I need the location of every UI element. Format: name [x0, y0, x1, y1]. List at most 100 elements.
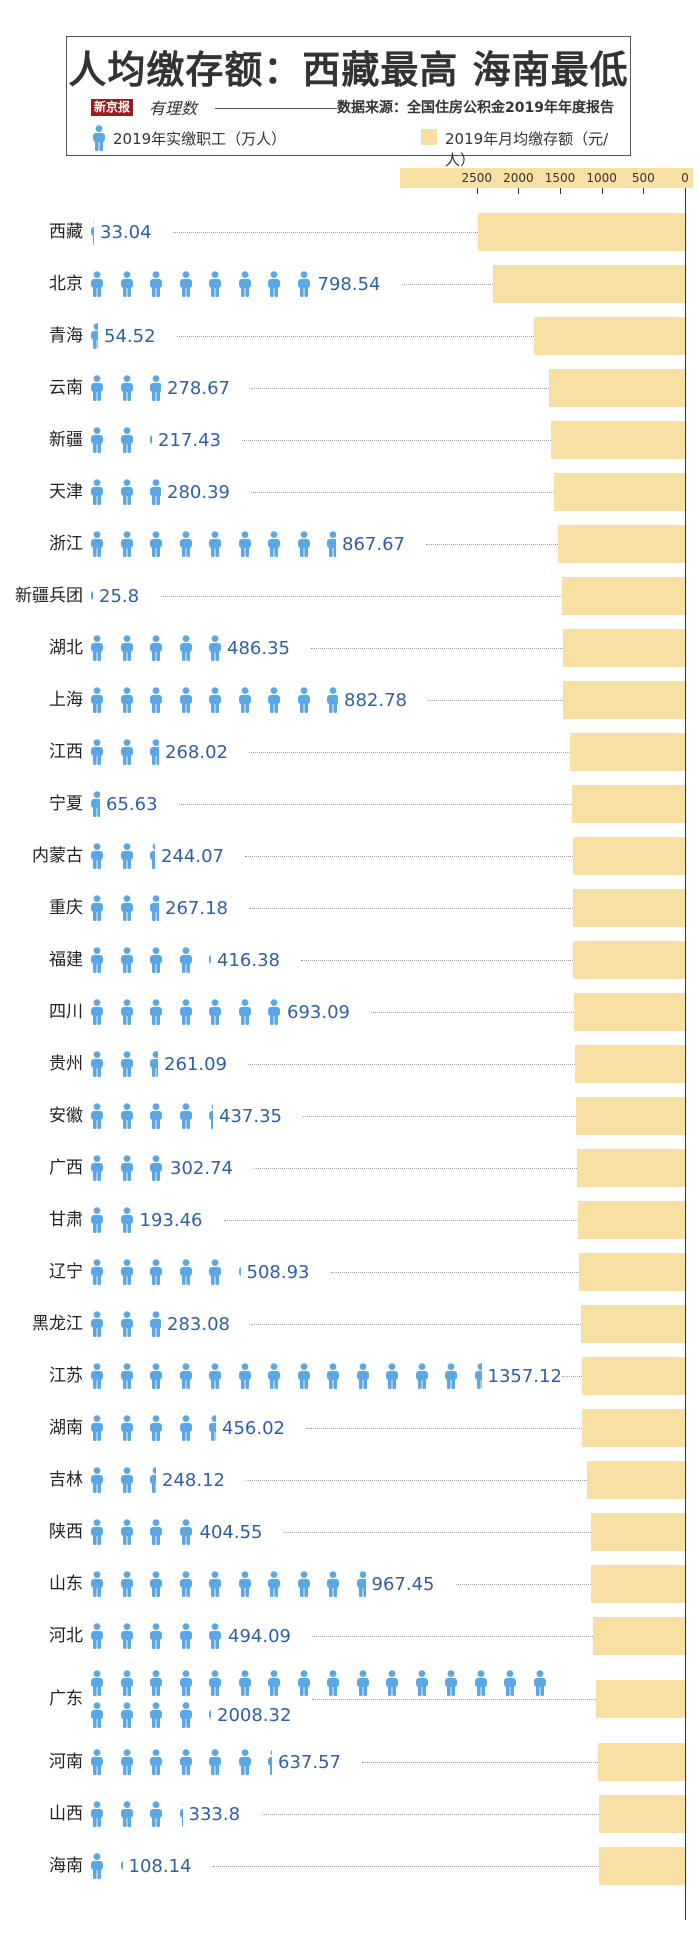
person-icon [119, 895, 135, 925]
region-label: 新疆兵团 [15, 586, 83, 606]
person-icon [266, 1670, 282, 1700]
workers-value: 25.8 [99, 586, 140, 607]
person-icon [237, 531, 253, 561]
person-icon [119, 1155, 135, 1185]
region-label: 辽宁 [49, 1262, 83, 1282]
person-icon [473, 1363, 487, 1393]
person-icon [119, 1363, 135, 1393]
person-icon [89, 947, 105, 977]
region-label: 吉林 [49, 1470, 83, 1490]
chart-row: 浙江 867.67 [0, 518, 698, 570]
person-icon [148, 687, 164, 717]
leader-dots [245, 856, 573, 857]
region-label: 江西 [49, 742, 83, 762]
person-icon [89, 323, 103, 353]
leader-dots [306, 1428, 582, 1429]
person-icon [532, 1670, 548, 1700]
region-label: 四川 [49, 1002, 83, 1022]
person-icon [148, 1702, 164, 1732]
person-icon [178, 1571, 194, 1601]
person-icon [266, 687, 282, 717]
leader-dots [455, 1584, 591, 1585]
person-icon [237, 999, 253, 1029]
chart-row: 西藏 33.04 [0, 206, 698, 258]
person-icon [89, 999, 105, 1029]
deposit-bar [549, 369, 685, 407]
person-icon [119, 1749, 135, 1779]
person-icon [237, 687, 253, 717]
person-icon [178, 1670, 194, 1700]
workers-value: 333.8 [188, 1804, 241, 1825]
person-icon [178, 1103, 194, 1133]
x-tick-mark [685, 188, 686, 194]
person-icon [443, 1363, 459, 1393]
leader-dots [254, 1168, 577, 1169]
person-icon [237, 1571, 253, 1601]
person-icon [207, 1415, 221, 1445]
chart-row: 陕西 404.55 [0, 1506, 698, 1558]
workers-value: 693.09 [287, 1002, 350, 1023]
leader-dots [251, 492, 555, 493]
data-source: 数据来源：全国住房公积金2019年年度报告 [337, 100, 614, 116]
workers-value: 278.67 [167, 378, 230, 399]
person-icon [266, 999, 281, 1029]
region-label: 天津 [49, 482, 83, 502]
leader-dots [242, 440, 551, 441]
leader-dots [362, 1762, 598, 1763]
deposit-bar [576, 1149, 685, 1187]
deposit-bar [570, 733, 685, 771]
person-icon [207, 635, 221, 665]
logo-source-row: 新京报 有理数 数据来源：全国住房公积金2019年年度报告 [91, 97, 620, 119]
person-icon [148, 479, 162, 509]
workers-value: 494.09 [228, 1626, 291, 1647]
chart-row: 山东 967.45 [0, 1558, 698, 1610]
leader-dots [223, 1220, 578, 1221]
workers-value: 486.35 [227, 638, 290, 659]
person-icon [207, 999, 223, 1029]
deposit-bar [572, 889, 685, 927]
leader-dots [561, 1376, 582, 1377]
deposit-bar [574, 993, 685, 1031]
region-label: 浙江 [49, 534, 83, 554]
person-icon [178, 1363, 194, 1393]
person-icon [266, 531, 282, 561]
chart-row: 海南 108.14 [0, 1840, 698, 1892]
leader-dots [249, 908, 573, 909]
person-icon [207, 271, 223, 301]
person-icon [89, 1051, 105, 1081]
region-label: 广西 [49, 1158, 83, 1178]
person-icon [473, 1670, 489, 1700]
person-icon [178, 531, 194, 561]
leader-dots [251, 388, 550, 389]
deposit-bar [579, 1253, 685, 1291]
person-icon [502, 1670, 518, 1700]
region-label: 内蒙古 [32, 846, 83, 866]
workers-value: 283.08 [167, 1314, 230, 1335]
person-icon [119, 1207, 134, 1237]
deposit-bar [492, 265, 685, 303]
chart-row: 江苏 1357.12 [0, 1350, 698, 1402]
leader-dots [261, 1814, 600, 1815]
person-icon [119, 1103, 135, 1133]
person-icon [89, 1311, 105, 1341]
workers-value: 882.78 [344, 690, 407, 711]
workers-value: 217.43 [158, 430, 221, 451]
deposit-bar [577, 1201, 685, 1239]
region-label: 重庆 [49, 898, 83, 918]
workers-value: 268.02 [165, 742, 228, 763]
person-icon [148, 1749, 164, 1779]
leader-dots [212, 1866, 600, 1867]
person-icon [89, 1519, 105, 1549]
person-icon [178, 1259, 194, 1289]
person-icon [89, 1623, 105, 1653]
region-label: 西藏 [49, 222, 83, 242]
legend-bar-swatch [421, 129, 437, 145]
person-icon [148, 1571, 164, 1601]
person-icon [178, 947, 194, 977]
workers-value: 108.14 [128, 1856, 192, 1877]
person-icon [178, 687, 194, 717]
region-label: 湖北 [49, 638, 83, 658]
person-icon [148, 531, 164, 561]
workers-value: 280.39 [167, 482, 230, 503]
person-icon [119, 1259, 135, 1289]
